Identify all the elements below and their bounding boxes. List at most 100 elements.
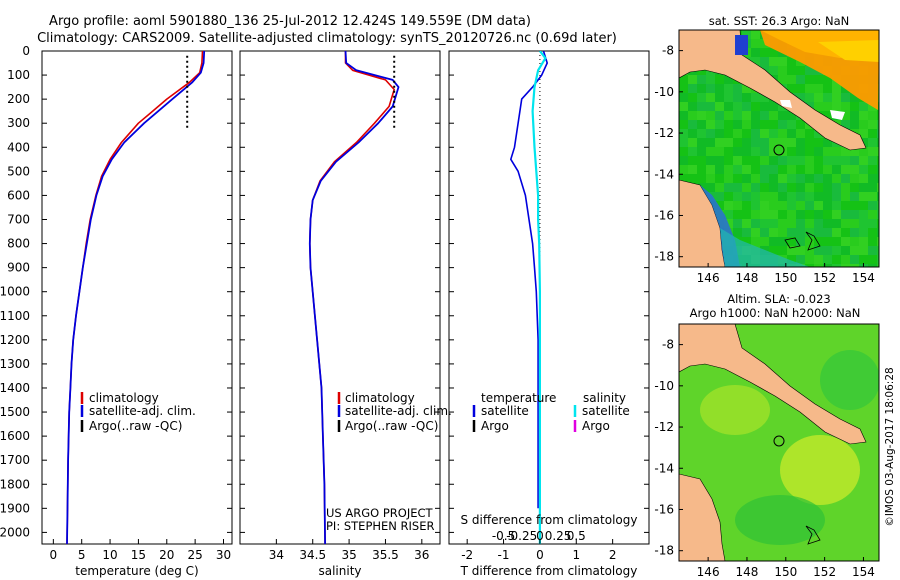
sla-map-ticks: 146 148 150 152 154 -8 -10 -12 -14 -16 -18 — [654, 338, 875, 579]
map-x-tick-label: 152 — [813, 271, 836, 285]
sst-map-cell — [769, 237, 778, 246]
sst-map-cell — [733, 165, 742, 174]
difference-panel-frame — [448, 50, 650, 545]
sst-map-cell — [697, 102, 706, 111]
pi-text: PI: STEPHEN RISER — [326, 519, 435, 533]
sst-map-cell — [706, 84, 715, 93]
sst-map-cell — [832, 219, 841, 228]
sst-map-cell — [877, 156, 879, 165]
sst-map-cell — [814, 93, 823, 102]
sst-map-cell — [733, 192, 742, 201]
sst-map-cell — [823, 174, 832, 183]
sst-map-cell — [823, 138, 832, 147]
sst-map-cell — [787, 84, 796, 93]
sst-map-cell — [778, 219, 787, 228]
sst-map — [679, 30, 879, 267]
temperature-satellite-line — [509, 51, 549, 509]
sst-map-cell — [760, 57, 769, 66]
sst-map-cell — [823, 183, 832, 192]
sst-map-cell — [760, 120, 769, 129]
sst-map-cell — [814, 210, 823, 219]
sst-map-cell — [805, 165, 814, 174]
sst-map-cell — [877, 228, 879, 237]
legend-argo-label: Argo(..raw -QC) — [345, 419, 438, 433]
sst-map-cell — [769, 57, 778, 66]
difference-plot — [509, 51, 549, 544]
sst-map-cell — [715, 75, 724, 84]
sst-map-cell — [823, 255, 832, 264]
sst-map-cell — [877, 219, 879, 228]
sst-map-cell — [832, 264, 841, 267]
x-tick-label: 15 — [131, 548, 146, 562]
sst-map-cell — [841, 192, 850, 201]
sst-map-cell — [805, 183, 814, 192]
sst-map-cell — [796, 120, 805, 129]
sst-map-cell — [841, 165, 850, 174]
watermark: ©IMOS 03-Aug-2017 18:06:28 — [884, 367, 896, 526]
sst-map-cell — [733, 219, 742, 228]
sst-map-cell — [760, 48, 769, 57]
sst-map-cell — [805, 255, 814, 264]
sst-map-cell — [760, 237, 769, 246]
sst-map-cell — [733, 147, 742, 156]
sst-map-cell — [832, 237, 841, 246]
sst-map-cell — [778, 75, 787, 84]
sst-map-cell — [805, 138, 814, 147]
sst-map-cell — [850, 192, 859, 201]
sst-map-cell — [724, 156, 733, 165]
sst-map-cell — [742, 174, 751, 183]
sst-map-cell — [742, 201, 751, 210]
sst-map-cell — [805, 201, 814, 210]
sst-map-cell — [877, 264, 879, 267]
sst-map-cell — [841, 102, 850, 111]
sst-map-cell — [769, 66, 778, 75]
sst-map-cell — [823, 192, 832, 201]
sst-map-cell — [769, 210, 778, 219]
sst-map-cell — [697, 75, 706, 84]
map-x-tick-label: 152 — [813, 565, 836, 579]
sst-map-cell — [706, 183, 715, 192]
salinity-panel-frame — [239, 50, 441, 545]
sst-map-cell — [778, 192, 787, 201]
sst-map-cell — [868, 129, 877, 138]
sst-map-cell — [877, 84, 879, 93]
sst-land-new-guinea — [679, 30, 867, 151]
sst-map-cell — [796, 201, 805, 210]
x-tick-label: 35 — [341, 548, 356, 562]
sst-map-cell — [805, 93, 814, 102]
depth-tick-label: 300 — [7, 116, 30, 130]
sst-map-cell — [796, 246, 805, 255]
sst-map-cell — [787, 246, 796, 255]
depth-tick-label: 900 — [7, 261, 30, 275]
sst-map-cell — [805, 210, 814, 219]
sst-map-cell — [877, 147, 879, 156]
sst-map-cell — [823, 219, 832, 228]
sst-map-cell — [823, 75, 832, 84]
sst-map-cell — [805, 264, 814, 267]
sst-map-cell — [814, 255, 823, 264]
sst-map-cell — [814, 246, 823, 255]
sst-map-cell — [841, 255, 850, 264]
sst-reef-outline — [805, 231, 821, 251]
sst-map-cell — [832, 84, 841, 93]
sst-map-cell — [859, 120, 868, 129]
x-tick-label: 25 — [187, 548, 202, 562]
map-y-tick-label: -14 — [654, 167, 674, 181]
sst-map-cell — [823, 165, 832, 174]
sla-map-frame — [678, 323, 880, 562]
sst-map-cell — [805, 192, 814, 201]
depth-tick-label: 1500 — [0, 405, 30, 419]
x-tick-label: -2 — [461, 548, 473, 562]
sst-map-cell — [724, 210, 733, 219]
sst-map-cell — [778, 246, 787, 255]
sst-map-cell — [868, 201, 877, 210]
sst-map-cell — [724, 75, 733, 84]
sst-map-cell — [679, 156, 688, 165]
sst-map-cell — [787, 174, 796, 183]
sst-map-cell — [868, 174, 877, 183]
map-x-tick-label: 150 — [774, 271, 797, 285]
sst-map-cell — [733, 174, 742, 183]
sst-map-cell — [832, 192, 841, 201]
sst-map-cell — [769, 165, 778, 174]
sst-map-cell — [778, 201, 787, 210]
